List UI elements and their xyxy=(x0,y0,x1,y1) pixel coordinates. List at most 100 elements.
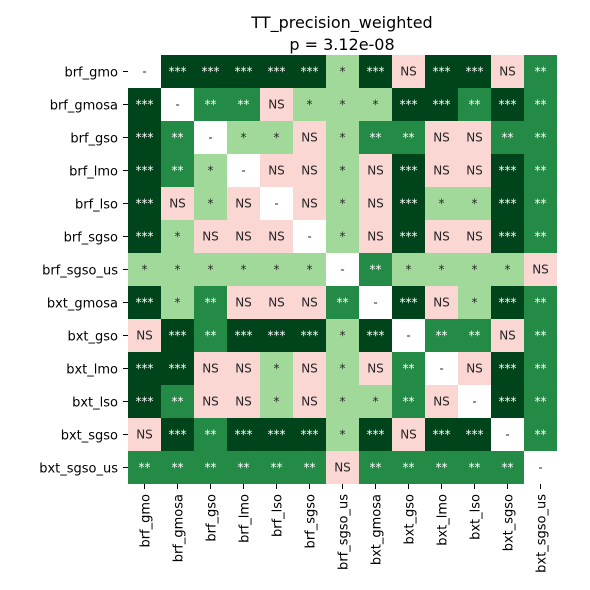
cell-label: *** xyxy=(136,362,154,376)
cell-label: * xyxy=(340,131,346,145)
heatmap-cell xyxy=(227,418,260,451)
heatmap-cell xyxy=(524,88,557,121)
heatmap-cell xyxy=(491,121,524,154)
cell-label: ** xyxy=(502,461,514,475)
heatmap-cell xyxy=(392,352,425,385)
cell-label: NS xyxy=(367,362,384,376)
heatmap-cell xyxy=(227,187,260,220)
cell-label: *** xyxy=(499,164,517,178)
cell-label: - xyxy=(406,329,410,343)
heatmap-cell xyxy=(227,88,260,121)
heatmap-cell xyxy=(524,319,557,352)
cell-label: ** xyxy=(403,395,415,409)
cell-label: * xyxy=(340,230,346,244)
heatmap-cell xyxy=(227,253,260,286)
cell-label: NS xyxy=(466,230,483,244)
cell-label: ** xyxy=(535,428,547,442)
heatmap-cell xyxy=(425,55,458,88)
heatmap-cell xyxy=(392,253,425,286)
cell-label: NS xyxy=(202,395,219,409)
cell-label: * xyxy=(505,263,511,277)
heatmap-cell xyxy=(161,88,194,121)
heatmap-cell xyxy=(227,319,260,352)
cell-label: ** xyxy=(403,461,415,475)
cell-label: ** xyxy=(172,395,184,409)
heatmap-cell xyxy=(359,286,392,319)
cell-label: *** xyxy=(268,65,286,79)
cell-label: * xyxy=(340,98,346,112)
heatmap-cell xyxy=(128,385,161,418)
heatmap-cell xyxy=(194,418,227,451)
cell-label: *** xyxy=(499,197,517,211)
cell-label: ** xyxy=(403,362,415,376)
chart-title: TT_precision_weighted xyxy=(250,13,432,33)
cell-label: *** xyxy=(235,428,253,442)
heatmap-cell xyxy=(458,88,491,121)
cell-label: - xyxy=(538,461,542,475)
heatmap-cell xyxy=(128,121,161,154)
heatmap-cell xyxy=(359,352,392,385)
cell-label: *** xyxy=(235,65,253,79)
heatmap-cell xyxy=(425,220,458,253)
y-tick-label: bxt_sgso_us xyxy=(39,462,118,477)
heatmap-cell xyxy=(458,55,491,88)
cell-label: - xyxy=(472,395,476,409)
cell-label: * xyxy=(274,395,280,409)
y-tick-label: bxt_lmo xyxy=(66,363,118,378)
heatmap-cell xyxy=(392,121,425,154)
x-tick-label: bxt_gso xyxy=(403,494,418,545)
heatmap-cell xyxy=(260,88,293,121)
cell-label: NS xyxy=(301,395,318,409)
x-tick-label: brf_gso xyxy=(205,494,220,542)
cell-label: ** xyxy=(205,461,217,475)
cell-label: NS xyxy=(268,230,285,244)
cell-label: NS xyxy=(301,131,318,145)
cell-label: *** xyxy=(499,98,517,112)
x-tick-label: brf_sgso xyxy=(304,494,319,548)
heatmap-cell xyxy=(359,154,392,187)
y-tick-label: brf_gmo xyxy=(64,66,118,81)
cell-label: * xyxy=(208,197,214,211)
cell-label: *** xyxy=(499,296,517,310)
heatmap-cell xyxy=(227,451,260,484)
cell-label: ** xyxy=(205,98,217,112)
heatmap-cell xyxy=(326,154,359,187)
heatmap-cell xyxy=(359,253,392,286)
cell-label: NS xyxy=(433,296,450,310)
heatmap-cell xyxy=(260,385,293,418)
heatmap-cell xyxy=(458,451,491,484)
y-tick-labels: brf_gmo brf_gmosa brf_gso brf_lmo brf_lsobrf… xyxy=(39,66,128,477)
heatmap-cell xyxy=(491,187,524,220)
heatmap-cell xyxy=(425,451,458,484)
heatmap-cell xyxy=(227,286,260,319)
cell-label: *** xyxy=(169,65,187,79)
heatmap-cell xyxy=(458,220,491,253)
heatmap-cell xyxy=(128,253,161,286)
heatmap-cell xyxy=(458,385,491,418)
heatmap-cell xyxy=(458,286,491,319)
cell-label: *** xyxy=(400,197,418,211)
cell-label: *** xyxy=(268,329,286,343)
cell-label: ** xyxy=(535,395,547,409)
cell-label: NS xyxy=(235,296,252,310)
cell-label: ** xyxy=(535,197,547,211)
heatmap-cell xyxy=(392,418,425,451)
x-tick-label: brf_gmosa xyxy=(172,494,187,562)
heatmap-cell xyxy=(260,286,293,319)
heatmap-cell xyxy=(425,154,458,187)
cell-label: NS xyxy=(532,263,549,277)
heatmap-cell xyxy=(491,352,524,385)
cell-label: * xyxy=(340,395,346,409)
heatmap-cell xyxy=(359,55,392,88)
heatmap-cell xyxy=(293,121,326,154)
heatmap-cell xyxy=(491,319,524,352)
cell-label: * xyxy=(340,65,346,79)
heatmap-cell xyxy=(293,319,326,352)
heatmap-cell xyxy=(260,187,293,220)
y-tick-label: brf_sgso_us xyxy=(42,264,118,279)
heatmap-cell xyxy=(194,220,227,253)
cell-label: *** xyxy=(136,197,154,211)
heatmap-cell xyxy=(326,253,359,286)
heatmap-cell xyxy=(524,154,557,187)
cell-label: ** xyxy=(304,461,316,475)
